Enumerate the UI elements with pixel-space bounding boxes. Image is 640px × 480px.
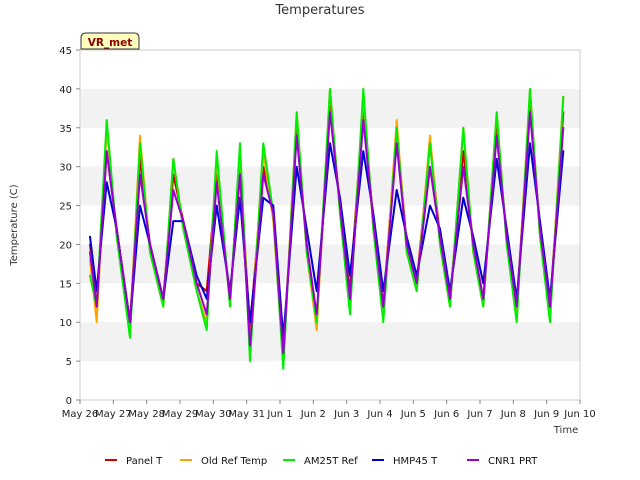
y-tick-label: 10	[59, 318, 72, 329]
y-tick-label: 0	[66, 396, 72, 407]
x-axis-label: Time	[553, 425, 578, 436]
x-tick-label: Jun 10	[563, 409, 596, 420]
x-tick-label: Jun 3	[333, 409, 359, 420]
x-tick-label: May 28	[128, 409, 165, 420]
x-tick-label: Jun 7	[466, 409, 492, 420]
x-tick-label: Jun 5	[400, 409, 426, 420]
series-line-old-ref-temp	[89, 87, 565, 363]
legend-label-cnr1-prt: CNR1 PRT	[488, 456, 538, 467]
x-tick-label: Jun 8	[500, 409, 526, 420]
legend: Panel T Old Ref Temp AM25T Ref HMP45 T CNR1 …	[105, 456, 538, 467]
x-tick-label: May 29	[162, 409, 199, 420]
series-lines	[89, 87, 565, 370]
y-tick-label: 25	[59, 202, 72, 213]
grid-band	[80, 322, 580, 362]
y-tick-label: 15	[59, 279, 72, 290]
x-tick-label: Jun 4	[366, 409, 392, 420]
y-axis-ticks: 0 5 10 15 20 25 30 35 40 45	[59, 46, 80, 407]
chart-title: Temperatures	[274, 3, 364, 18]
x-tick-label: Jun 1	[266, 409, 292, 420]
series-line-cnr1-prt	[89, 111, 565, 355]
x-tick-label: May 26	[62, 409, 99, 420]
y-tick-label: 5	[66, 357, 72, 368]
legend-label-hmp45-t: HMP45 T	[393, 456, 438, 467]
y-tick-label: 45	[59, 46, 72, 57]
y-tick-label: 30	[59, 163, 72, 174]
legend-label-am25t-ref: AM25T Ref	[304, 456, 358, 467]
annotation-label: VR_met	[88, 37, 133, 49]
grid-band	[80, 244, 580, 284]
y-tick-label: 35	[59, 124, 72, 135]
y-axis-label: Temperature (C)	[9, 184, 20, 266]
x-tick-label: May 27	[95, 409, 132, 420]
x-tick-label: Jun 9	[533, 409, 559, 420]
x-tick-label: Jun 2	[300, 409, 326, 420]
legend-label-old-ref-temp: Old Ref Temp	[201, 456, 267, 467]
annotation-badge: VR_met	[80, 32, 140, 50]
grid-band	[80, 166, 580, 206]
x-tick-label: Jun 6	[433, 409, 459, 420]
legend-label-panel-t: Panel T	[126, 456, 163, 467]
plot-frame	[79, 49, 581, 401]
y-tick-label: 20	[59, 240, 72, 251]
y-tick-label: 40	[59, 85, 72, 96]
x-tick-label: May 31	[228, 409, 265, 420]
x-tick-label: May 30	[195, 409, 232, 420]
